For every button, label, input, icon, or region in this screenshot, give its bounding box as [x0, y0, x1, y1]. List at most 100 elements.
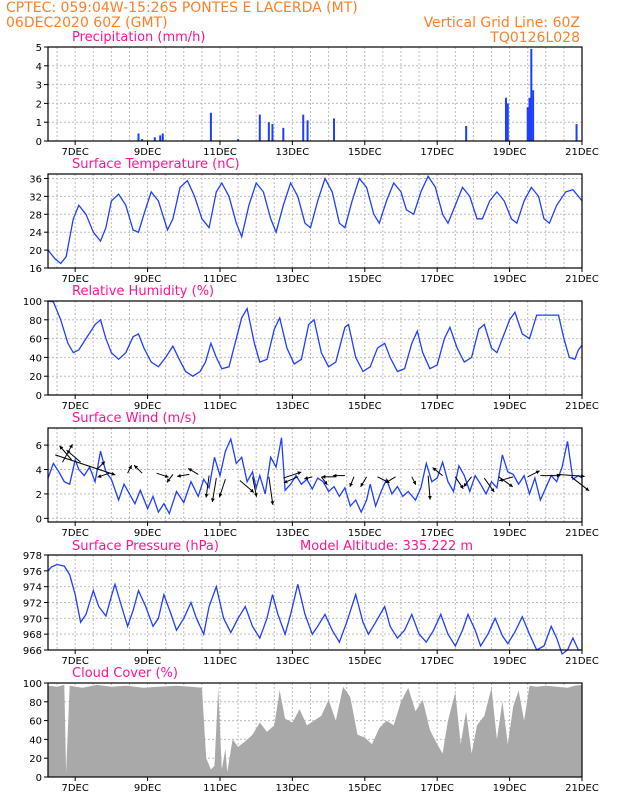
wind-xtick-label: 13DEC — [276, 528, 310, 539]
pres-xtick-label: 17DEC — [420, 656, 454, 667]
rh-ytick-label: 80 — [29, 316, 42, 327]
temp-frame — [47, 173, 583, 269]
wind-vector — [570, 476, 590, 492]
wind-vector-head — [188, 468, 193, 472]
pres-xtick-label: 11DEC — [203, 656, 237, 667]
precip-bar — [161, 133, 164, 141]
pres-ytick-label: 970 — [23, 614, 42, 625]
cloud-xtick-label: 13DEC — [276, 783, 310, 794]
wind-frame — [47, 427, 583, 523]
wind-vector-head — [69, 444, 73, 449]
rh-xtick-label: 15DEC — [348, 401, 382, 412]
header-model-id: TQ0126L028 — [489, 30, 580, 46]
precip-ytick-label: 1 — [36, 118, 42, 129]
precip-bar — [271, 124, 274, 141]
pres-xtick-label: 15DEC — [348, 656, 382, 667]
precip-bar — [141, 139, 144, 141]
precip-bar — [530, 48, 533, 141]
cloud-ytick-label: 20 — [29, 754, 42, 765]
precip-bar — [258, 114, 261, 141]
rh-xtick-label: 13DEC — [276, 401, 310, 412]
precip-xtick-label: 21DEC — [565, 147, 599, 158]
wind-vector-head — [585, 487, 590, 491]
wind-vector-head — [218, 493, 223, 498]
precip-xtick-label: 15DEC — [348, 147, 382, 158]
wind-vector-head — [385, 479, 390, 483]
wind-vector — [205, 475, 210, 498]
wind-vector-head — [111, 471, 116, 476]
cloud-ytick-label: 60 — [29, 717, 42, 728]
precip-xtick-label: 13DEC — [276, 147, 310, 158]
precip-xtick-label: 7DEC — [61, 147, 88, 158]
wind-xtick-label: 21DEC — [565, 528, 599, 539]
wind-vector-head — [101, 461, 105, 466]
precip-xtick-label: 17DEC — [420, 147, 454, 158]
wind-ytick-label: 6 — [36, 441, 42, 452]
wind-vector-head — [66, 450, 71, 454]
pres-ytick-label: 972 — [23, 599, 42, 610]
wind-vector-head — [332, 473, 337, 478]
wind-xtick-label: 15DEC — [348, 528, 382, 539]
chart-panels: 7DEC 9DEC 11DEC 13DEC 15DEC 17DEC 19DEC 21DEC01… — [23, 43, 599, 794]
wind-vector — [211, 477, 217, 503]
precip-bar — [137, 133, 140, 141]
wind-ytick-label: 0 — [36, 514, 42, 525]
pres-ytick-label: 968 — [23, 630, 42, 641]
cloud-ytick-label: 100 — [23, 679, 42, 690]
wind-vector-head — [508, 483, 513, 487]
wind-vector-head — [304, 476, 309, 480]
wind-xtick-label: 19DEC — [493, 528, 527, 539]
cloud-xtick-label: 17DEC — [420, 783, 454, 794]
precip-xtick-label: 19DEC — [493, 147, 527, 158]
pres-xtick-label: 9DEC — [134, 656, 161, 667]
temp-series-line — [47, 174, 583, 265]
temp-xtick-label: 17DEC — [420, 274, 454, 285]
precip-ytick-label: 3 — [36, 81, 42, 92]
wind-vector-head — [412, 480, 416, 485]
wind-vector-head — [177, 473, 181, 478]
rh-ytick-label: 40 — [29, 353, 42, 364]
pres-ytick-label: 966 — [23, 646, 42, 657]
pres-ytick-label: 974 — [23, 583, 42, 594]
precip-bar — [532, 90, 535, 141]
temp-title: Surface Temperature (nC) — [72, 157, 240, 172]
rh-series-line — [47, 300, 583, 377]
wind-vector — [55, 454, 116, 476]
cloud-xtick-label: 15DEC — [348, 783, 382, 794]
header-station: CPTEC: 059:04W-15:26S PONTES E LACERDA (… — [6, 0, 358, 16]
wind-vector — [268, 476, 274, 505]
precip-ytick-label: 2 — [36, 99, 42, 110]
precip-bar — [153, 137, 156, 141]
pres-frame — [47, 554, 583, 651]
wind-vector — [427, 475, 431, 500]
wind-vector-head — [432, 467, 437, 472]
pres-xtick-label: 13DEC — [276, 656, 310, 667]
cloud-xtick-label: 9DEC — [134, 783, 161, 794]
precip-ytick-label: 4 — [36, 62, 42, 73]
wind-series-line — [47, 436, 583, 516]
pres-xtick-label: 19DEC — [493, 656, 527, 667]
temp-xtick-label: 9DEC — [134, 274, 161, 285]
precip-xtick-label: 9DEC — [134, 147, 161, 158]
pressure-annotation: Model Altitude: 335.222 m — [300, 539, 473, 554]
header-date: 06DEC2020 60Z (GMT) — [6, 15, 168, 31]
rh-xtick-label: 17DEC — [420, 401, 454, 412]
pres-series-line — [47, 563, 582, 656]
precip-frame — [47, 46, 583, 142]
wind-vector-head — [283, 479, 288, 484]
temp-ytick-label: 28 — [29, 210, 42, 221]
temp-xtick-label: 19DEC — [493, 274, 527, 285]
rh-ytick-label: 100 — [23, 297, 42, 308]
precip-ytick-label: 5 — [36, 43, 42, 54]
rh-xtick-label: 7DEC — [61, 401, 88, 412]
precip-bar — [237, 139, 240, 141]
wind-vector-head — [250, 488, 254, 493]
wind-xtick-label: 11DEC — [203, 528, 237, 539]
pres-ytick-label: 978 — [23, 551, 42, 562]
precip-panel: 7DEC 9DEC 11DEC 13DEC 15DEC 17DEC 19DEC 21DEC 0 1… — [36, 43, 599, 158]
precip-bar — [506, 103, 509, 141]
wind-vector-head — [499, 478, 504, 482]
precip-xtick-label: 11DEC — [203, 147, 237, 158]
pres-xtick-label: 7DEC — [61, 656, 88, 667]
